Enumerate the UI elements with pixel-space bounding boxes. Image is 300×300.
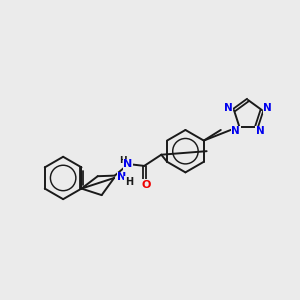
- Text: O: O: [141, 180, 151, 190]
- Text: N: N: [232, 126, 240, 136]
- Text: N: N: [123, 159, 133, 170]
- Text: H: H: [125, 176, 133, 187]
- Text: N: N: [224, 103, 233, 113]
- Text: H: H: [119, 155, 127, 164]
- Text: N: N: [263, 103, 272, 113]
- Text: N: N: [256, 126, 265, 136]
- Text: N: N: [117, 172, 127, 182]
